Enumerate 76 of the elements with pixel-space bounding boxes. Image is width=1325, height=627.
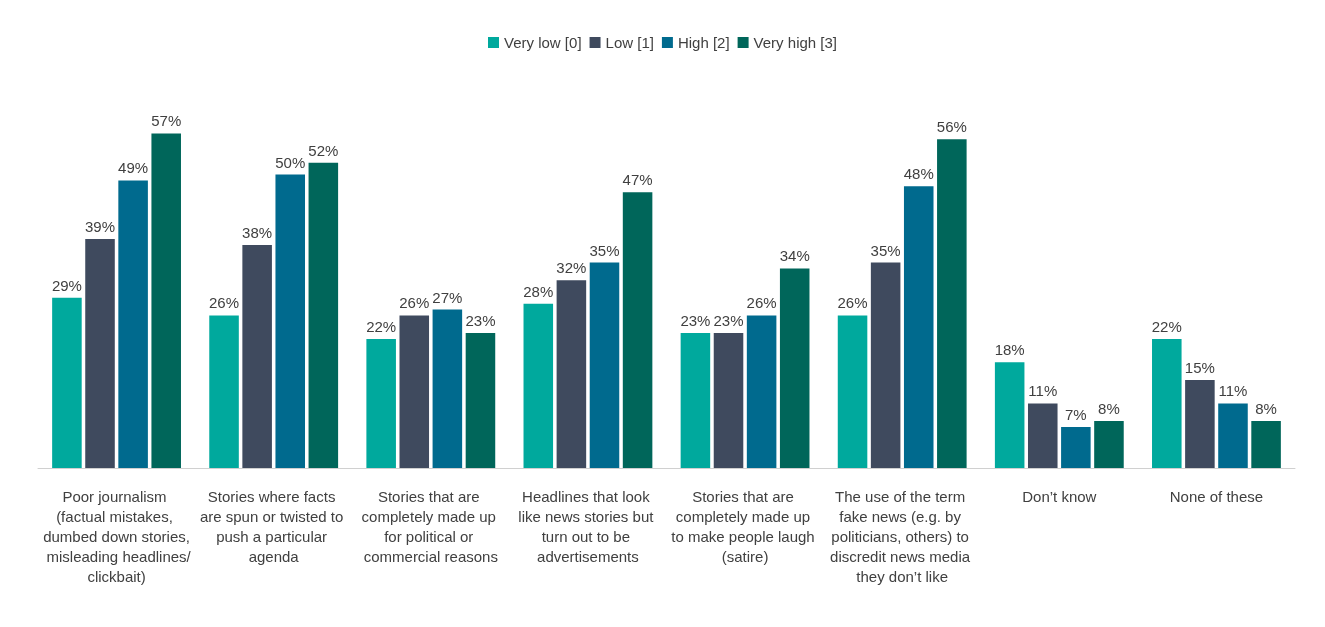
bar — [779, 268, 810, 468]
legend-label: High [2] — [677, 34, 730, 51]
x-tick-label: Stories that are completely made up for political or commercial reasons — [361, 487, 501, 565]
bar — [556, 280, 587, 468]
data-label: 52% — [308, 141, 339, 159]
data-label: 27% — [432, 288, 463, 306]
data-label: 56% — [936, 118, 967, 136]
data-label: 22% — [1151, 317, 1182, 335]
bar — [680, 333, 711, 468]
data-label: 35% — [870, 241, 901, 259]
bar — [118, 180, 148, 468]
x-tick-label: The use of the term fake news (e.g. by politicians, others) to discredit news media they don’t like — [830, 487, 975, 585]
bar — [242, 244, 272, 468]
x-tick-label: Headlines that look like news stories but turn out to be advertisements — [518, 487, 658, 565]
bar — [994, 362, 1025, 468]
x-tick-label: None of these — [1169, 487, 1264, 505]
data-label: 49% — [118, 159, 149, 177]
data-label: 34% — [779, 247, 810, 265]
bar — [837, 315, 868, 468]
bar — [52, 297, 82, 468]
bar — [1061, 426, 1091, 468]
x-tick-label: Stories that are completely made up to make people laugh (satire) — [671, 487, 819, 565]
bar — [399, 315, 430, 468]
bar — [1027, 403, 1058, 468]
legend-label: Low [1] — [605, 34, 654, 51]
bar — [523, 303, 554, 468]
data-label: 22% — [366, 317, 397, 335]
bar — [308, 162, 339, 468]
data-label: 26% — [837, 294, 868, 312]
data-label: 50% — [275, 153, 306, 171]
data-label: 26% — [399, 294, 430, 312]
bar — [465, 333, 496, 468]
bar — [870, 262, 901, 468]
bar — [1094, 421, 1124, 468]
bar — [151, 133, 181, 468]
bar — [746, 315, 777, 468]
data-label: 29% — [51, 276, 82, 294]
data-label: 35% — [589, 241, 620, 259]
data-label: 57% — [151, 112, 182, 130]
data-label: 48% — [903, 165, 934, 183]
bar — [275, 174, 306, 468]
data-label: 39% — [85, 218, 116, 236]
legend-label: Very high [3] — [753, 34, 837, 51]
data-label: 47% — [622, 171, 653, 189]
data-label: 7% — [1065, 405, 1087, 423]
x-tick-label: Don’t know — [1022, 487, 1097, 505]
x-tick-label: Poor journalism (factual mistakes, dumbed down stories, misleading headlines/clickbait) — [42, 487, 192, 585]
data-label: 28% — [523, 282, 554, 300]
bar — [85, 239, 115, 468]
data-label: 32% — [556, 259, 587, 277]
data-label: 8% — [1098, 400, 1120, 418]
data-label: 26% — [746, 294, 777, 312]
bar — [937, 139, 967, 468]
data-label: 26% — [209, 294, 240, 312]
x-tick-label: Stories where facts are spun or twisted to push a particular agenda — [199, 487, 348, 565]
bar — [903, 186, 934, 468]
bar — [1185, 379, 1215, 468]
bar — [1251, 421, 1281, 468]
data-label: 8% — [1255, 400, 1277, 418]
bar — [366, 338, 396, 468]
legend-label: Very low [0] — [504, 34, 582, 51]
data-label: 38% — [242, 223, 273, 241]
data-label: 15% — [1184, 358, 1215, 376]
data-label: 11% — [1028, 382, 1058, 400]
bar — [589, 262, 620, 468]
data-label: 23% — [465, 312, 496, 330]
bar — [1218, 403, 1248, 468]
bar — [209, 315, 239, 468]
data-label: 18% — [994, 341, 1025, 359]
data-label: 23% — [713, 312, 744, 330]
data-label: 11% — [1218, 382, 1248, 400]
bar — [432, 309, 463, 468]
data-label: 23% — [680, 312, 711, 330]
bar — [622, 192, 653, 468]
bar — [713, 333, 744, 468]
bar — [1152, 338, 1182, 468]
